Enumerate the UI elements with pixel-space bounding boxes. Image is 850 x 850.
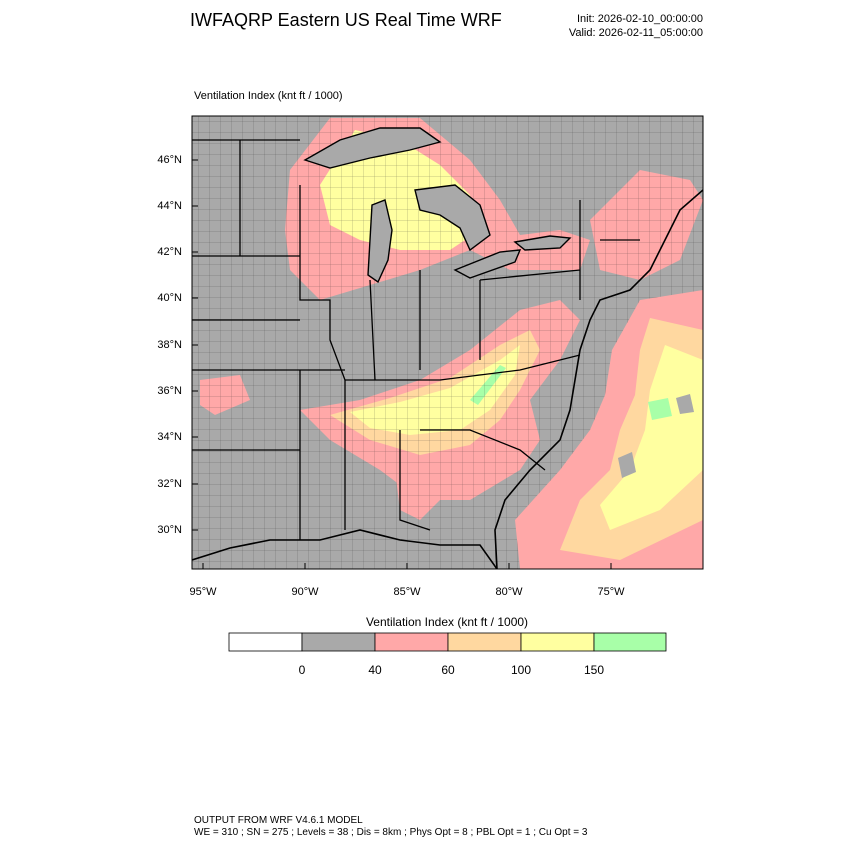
lat-label-32: 32°N: [157, 478, 182, 490]
model-info-line-2: WE = 310 ; SN = 275 ; Levels = 38 ; Dis …: [194, 827, 588, 838]
lake-erie: [453, 249, 522, 279]
county-lines: [192, 116, 703, 569]
lat-label-30: 30°N: [157, 524, 182, 536]
lon-label-80: 80°W: [495, 586, 523, 598]
lat-ticks: [192, 159, 198, 531]
colorbar-tick-150: 150: [583, 663, 605, 677]
lat-label-44: 44°N: [157, 200, 182, 212]
colorbar-box-3: [374, 632, 449, 652]
lake-huron: [414, 184, 491, 252]
colorbar-box-6: [593, 632, 667, 652]
colorbar-tick-100: 100: [510, 663, 532, 677]
atlantic-coastline: [494, 189, 703, 569]
lake-ontario: [513, 235, 572, 251]
ocean-yellow-region: [600, 345, 703, 530]
model-info-line-1: OUTPUT FROM WRF V4.6.1 MODEL: [194, 815, 363, 826]
colorbar-box-5: [520, 632, 595, 652]
colorbar: [228, 632, 667, 652]
lat-label-36: 36°N: [157, 385, 182, 397]
colorbar-title: Ventilation Index (knt ft / 1000): [365, 615, 529, 629]
colorbar-box-2: [301, 632, 376, 652]
lake-michigan: [367, 199, 393, 284]
valid-time: Valid: 2026-02-11_05:00:00: [568, 27, 703, 39]
map-frame: [191, 115, 704, 570]
lat-label-46: 46°N: [157, 154, 182, 166]
colorbar-box-1: [228, 632, 303, 652]
colorbar-tick-60: 60: [441, 663, 455, 677]
init-time: Init: 2026-02-10_00:00:00: [577, 13, 703, 25]
lat-label-38: 38°N: [157, 339, 182, 351]
colorbar-tick-40: 40: [368, 663, 382, 677]
ocean-gray-patch: [618, 394, 694, 478]
lat-label-34: 34°N: [157, 431, 182, 443]
lat-label-42: 42°N: [157, 246, 182, 258]
plot-title: IWFAQRP Eastern US Real Time WRF: [190, 10, 502, 30]
lon-label-75: 75°W: [597, 586, 625, 598]
lon-label-95: 95°W: [189, 586, 217, 598]
colorbar-box-4: [447, 632, 522, 652]
ocean-green-region: [648, 398, 672, 420]
colorbar-tick-0: 0: [298, 663, 306, 677]
state-boundaries: [192, 139, 640, 540]
field-title: Ventilation Index (knt ft / 1000): [194, 90, 343, 102]
lat-label-40: 40°N: [157, 292, 182, 304]
map-panel: [192, 116, 703, 569]
gulf-coastline: [192, 529, 498, 569]
lon-label-85: 85°W: [393, 586, 421, 598]
lon-label-90: 90°W: [291, 586, 319, 598]
lon-ticks: [202, 563, 612, 569]
lake-superior: [303, 127, 442, 169]
